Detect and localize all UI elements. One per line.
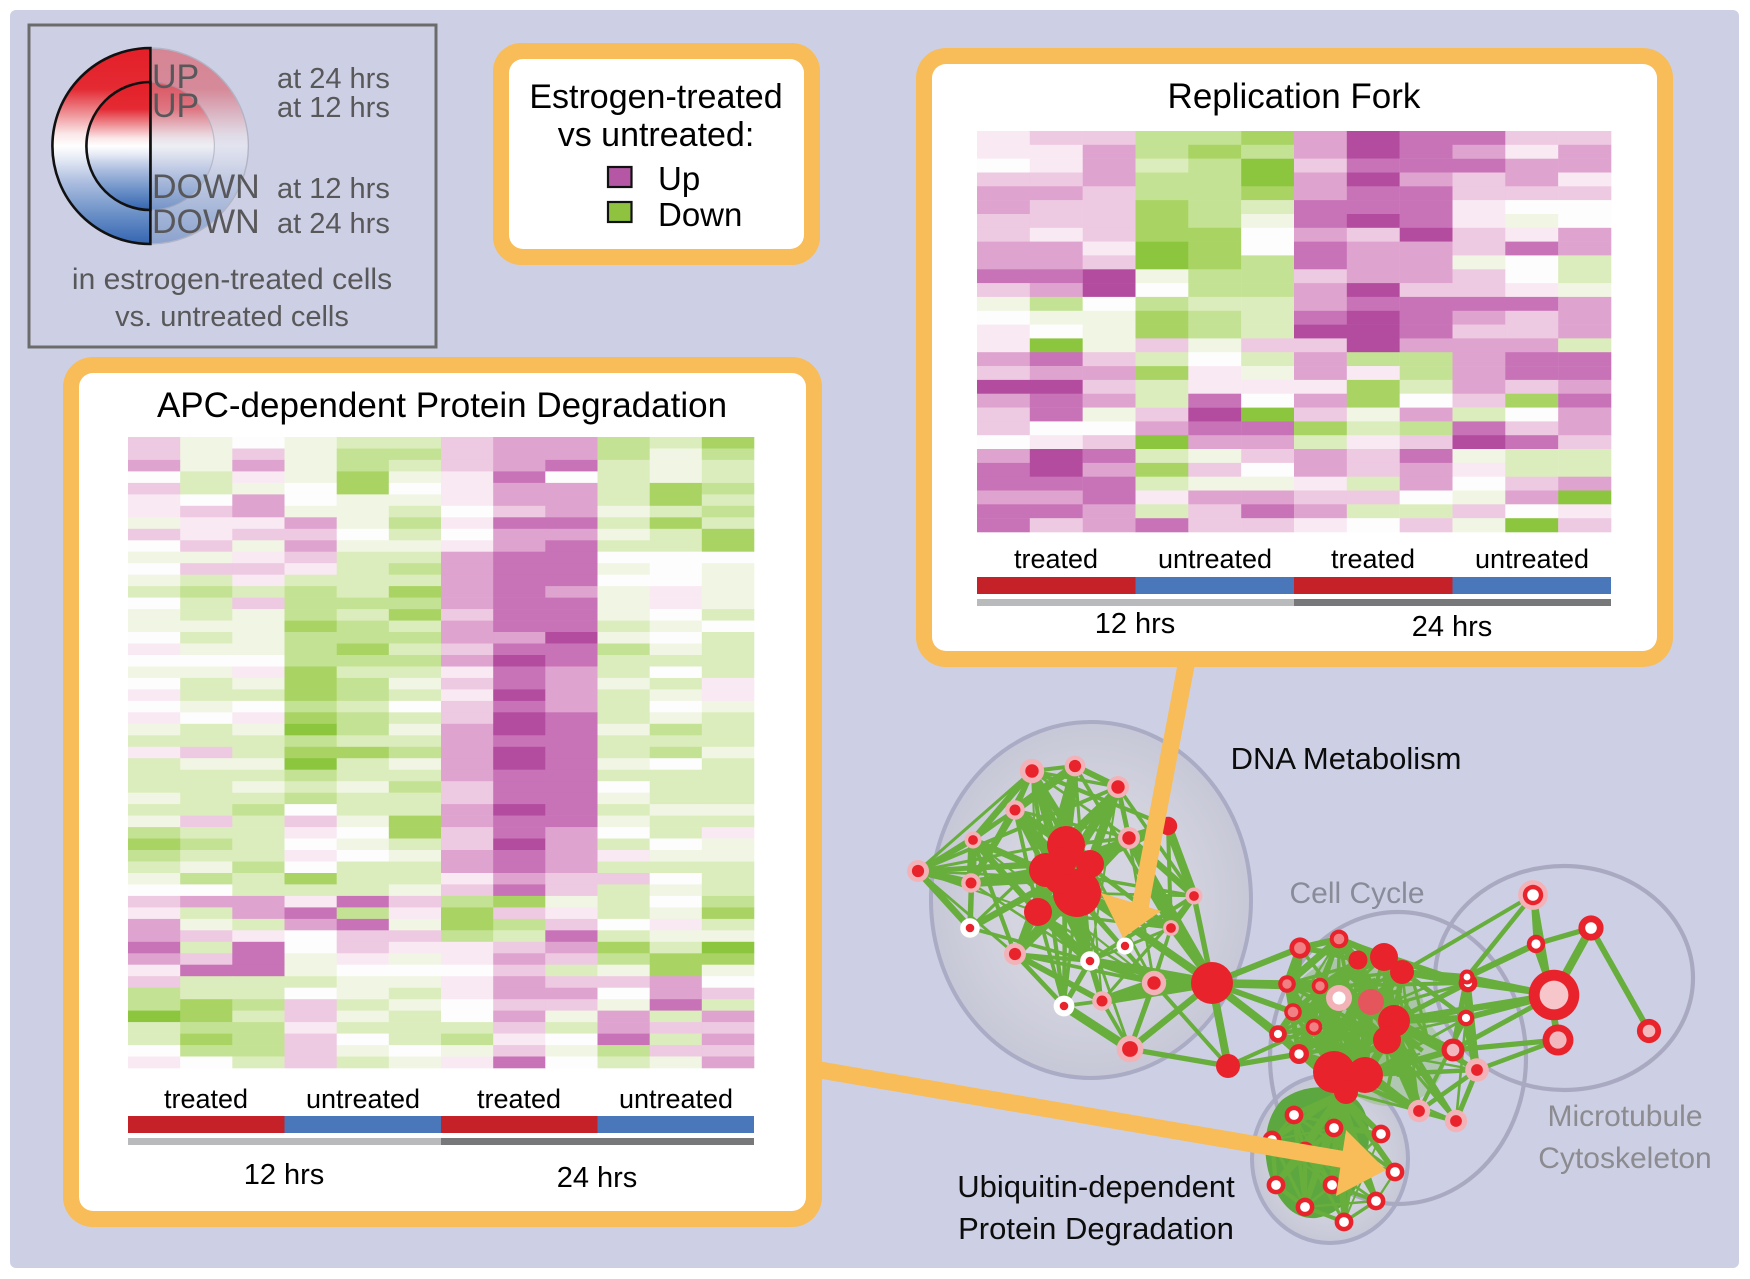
svg-text:vs untreated:: vs untreated: xyxy=(558,116,755,154)
svg-text:treated: treated xyxy=(477,1084,561,1114)
svg-text:DNA Metabolism: DNA Metabolism xyxy=(1231,741,1462,776)
svg-text:12 hrs: 12 hrs xyxy=(1095,608,1176,640)
svg-text:DOWN: DOWN xyxy=(152,168,260,206)
svg-text:24 hrs: 24 hrs xyxy=(1412,611,1493,643)
svg-text:UP: UP xyxy=(152,87,199,125)
svg-text:Cell Cycle: Cell Cycle xyxy=(1289,877,1424,910)
svg-text:untreated: untreated xyxy=(306,1084,420,1114)
svg-text:Protein Degradation: Protein Degradation xyxy=(958,1211,1234,1246)
svg-text:at 12 hrs: at 12 hrs xyxy=(277,173,390,205)
svg-text:vs. untreated cells: vs. untreated cells xyxy=(115,301,349,333)
svg-text:at 12 hrs: at 12 hrs xyxy=(277,92,390,124)
svg-text:treated: treated xyxy=(1014,544,1098,574)
svg-text:APC-dependent Protein Degradat: APC-dependent Protein Degradation xyxy=(157,386,727,425)
svg-text:Estrogen-treated: Estrogen-treated xyxy=(529,78,782,116)
svg-text:Cytoskeleton: Cytoskeleton xyxy=(1538,1142,1711,1175)
svg-text:at 24 hrs: at 24 hrs xyxy=(277,208,390,240)
svg-text:24 hrs: 24 hrs xyxy=(557,1162,638,1194)
svg-text:12 hrs: 12 hrs xyxy=(244,1159,325,1191)
svg-text:untreated: untreated xyxy=(619,1084,733,1114)
svg-text:DOWN: DOWN xyxy=(152,203,260,241)
svg-text:treated: treated xyxy=(164,1084,248,1114)
svg-text:Up: Up xyxy=(658,160,700,197)
svg-text:Ubiquitin-dependent: Ubiquitin-dependent xyxy=(957,1169,1235,1204)
svg-text:untreated: untreated xyxy=(1475,544,1589,574)
svg-text:Down: Down xyxy=(658,196,742,233)
svg-text:UP: UP xyxy=(152,58,199,96)
svg-text:Replication Fork: Replication Fork xyxy=(1168,77,1421,116)
svg-text:treated: treated xyxy=(1331,544,1415,574)
svg-text:Microtubule: Microtubule xyxy=(1547,1100,1702,1133)
svg-text:at 24 hrs: at 24 hrs xyxy=(277,63,390,95)
svg-text:untreated: untreated xyxy=(1158,544,1272,574)
svg-text:in estrogen-treated cells: in estrogen-treated cells xyxy=(72,263,392,296)
